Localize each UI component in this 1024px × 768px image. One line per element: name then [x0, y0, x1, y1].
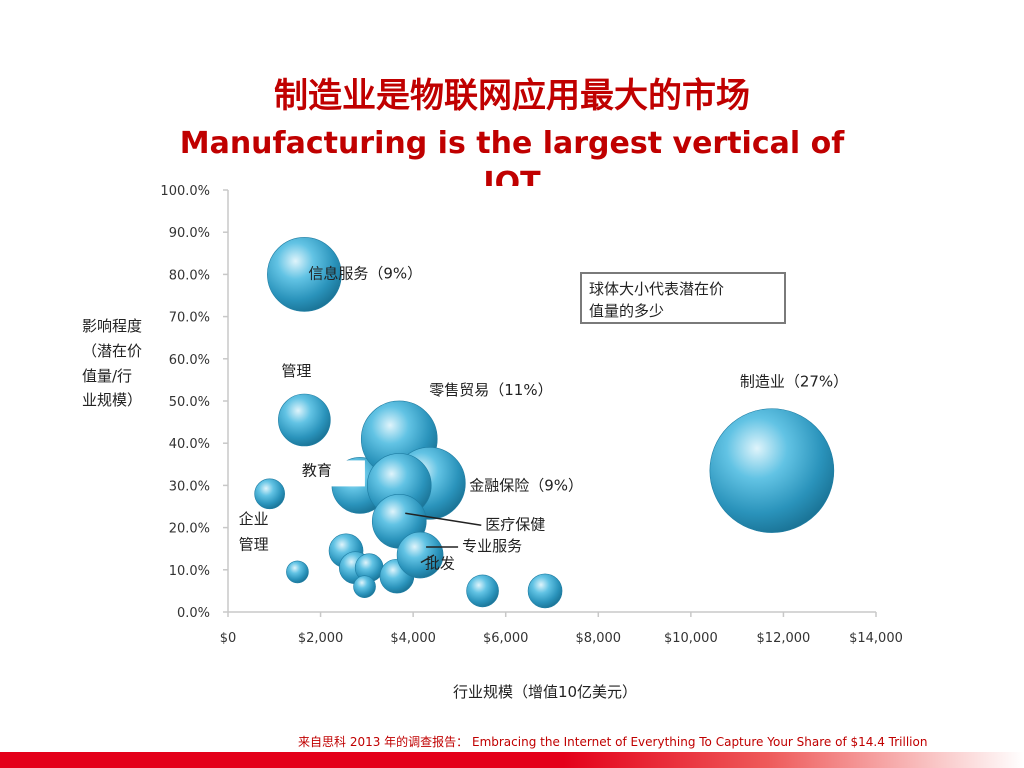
- y-tick-label: 100.0%: [160, 184, 210, 199]
- bubble-label: 管理: [281, 362, 311, 380]
- label-backdrop: [298, 460, 365, 487]
- bubble-label: 信息服务（9%）: [308, 264, 422, 282]
- x-tick-label: $6,000: [483, 631, 529, 646]
- bubble-point: [353, 575, 376, 598]
- y-tick-label: 30.0%: [169, 479, 210, 494]
- annotation-label: 管理: [239, 535, 269, 553]
- x-tick-label: $12,000: [757, 631, 811, 646]
- bottom-accent-bar: [0, 752, 1024, 768]
- bubble-label: 制造业（27%）: [740, 373, 848, 391]
- title-english: Manufacturing is the largest vertical of…: [179, 126, 845, 186]
- bubble-label: 金融保险（9%）: [469, 476, 583, 494]
- x-tick-label: $8,000: [576, 631, 622, 646]
- y-axis-title-line-3: 值量/行: [82, 367, 132, 385]
- y-axis-title-line-2: （潜在价: [82, 342, 142, 360]
- bubble-label: 专业服务: [462, 537, 522, 555]
- y-axis-title: 影响程度 （潜在价 值量/行 业规模）: [82, 317, 142, 409]
- connectors: [405, 512, 482, 564]
- x-tick-label: $14,000: [849, 631, 903, 646]
- label-connector: [420, 554, 435, 564]
- legend-note-box: 球体大小代表潜在价 值量的多少: [580, 272, 786, 324]
- y-tick-label: 70.0%: [169, 311, 210, 326]
- label-connector: [405, 512, 482, 527]
- y-tick-label: 20.0%: [169, 522, 210, 537]
- y-axis-title-line-1: 影响程度: [82, 317, 142, 335]
- y-tick-label: 40.0%: [169, 437, 210, 452]
- annotation-label: 企业: [239, 510, 269, 528]
- y-tick-label: 10.0%: [169, 564, 210, 579]
- y-tick-label: 50.0%: [169, 395, 210, 410]
- bubble-point: [267, 237, 342, 312]
- bubble-label: 零售贸易（11%）: [429, 381, 552, 399]
- x-tick-label: $10,000: [664, 631, 718, 646]
- bubble-point: [396, 531, 444, 579]
- y-tick-label: 0.0%: [177, 606, 210, 621]
- bubble-label: 医疗保健: [485, 515, 545, 533]
- bubble-point: [709, 408, 835, 533]
- y-tick-label: 60.0%: [169, 353, 210, 368]
- legend-note-line-1: 球体大小代表潜在价: [589, 280, 724, 298]
- x-axis-title: 行业规模（增值10亿美元）: [453, 683, 637, 701]
- title-chinese: 制造业是物联网应用最大的市场: [274, 76, 750, 116]
- y-tick-label: 80.0%: [169, 268, 210, 283]
- bubble-point: [527, 573, 563, 609]
- axes: 0.0% 10.0% 20.0% 30.0% 40.0% 50.0% 60.0% 70.0% 8…: [160, 184, 902, 646]
- annotation-label: 批发: [425, 554, 455, 572]
- labels: 信息服务（9%）管理教育零售贸易（11%）金融保险（9%）医疗保健专业服务制造业…: [239, 264, 849, 572]
- bubble-label: 教育: [302, 461, 332, 479]
- bubble-point: [254, 478, 285, 510]
- y-axis-title-line-4: 业规模）: [82, 391, 142, 409]
- x-tick-label: $0: [220, 631, 237, 646]
- bubble-point: [466, 574, 499, 608]
- x-tick-label: $2,000: [298, 631, 344, 646]
- legend-note-line-2: 值量的多少: [589, 302, 664, 320]
- y-tick-label: 90.0%: [169, 226, 210, 241]
- x-tick-label: $4,000: [390, 631, 436, 646]
- bubble-point: [278, 393, 331, 447]
- source-citation: 来自思科 2013 年的调查报告： Embracing the Internet…: [298, 735, 928, 749]
- bubble-point: [286, 560, 309, 584]
